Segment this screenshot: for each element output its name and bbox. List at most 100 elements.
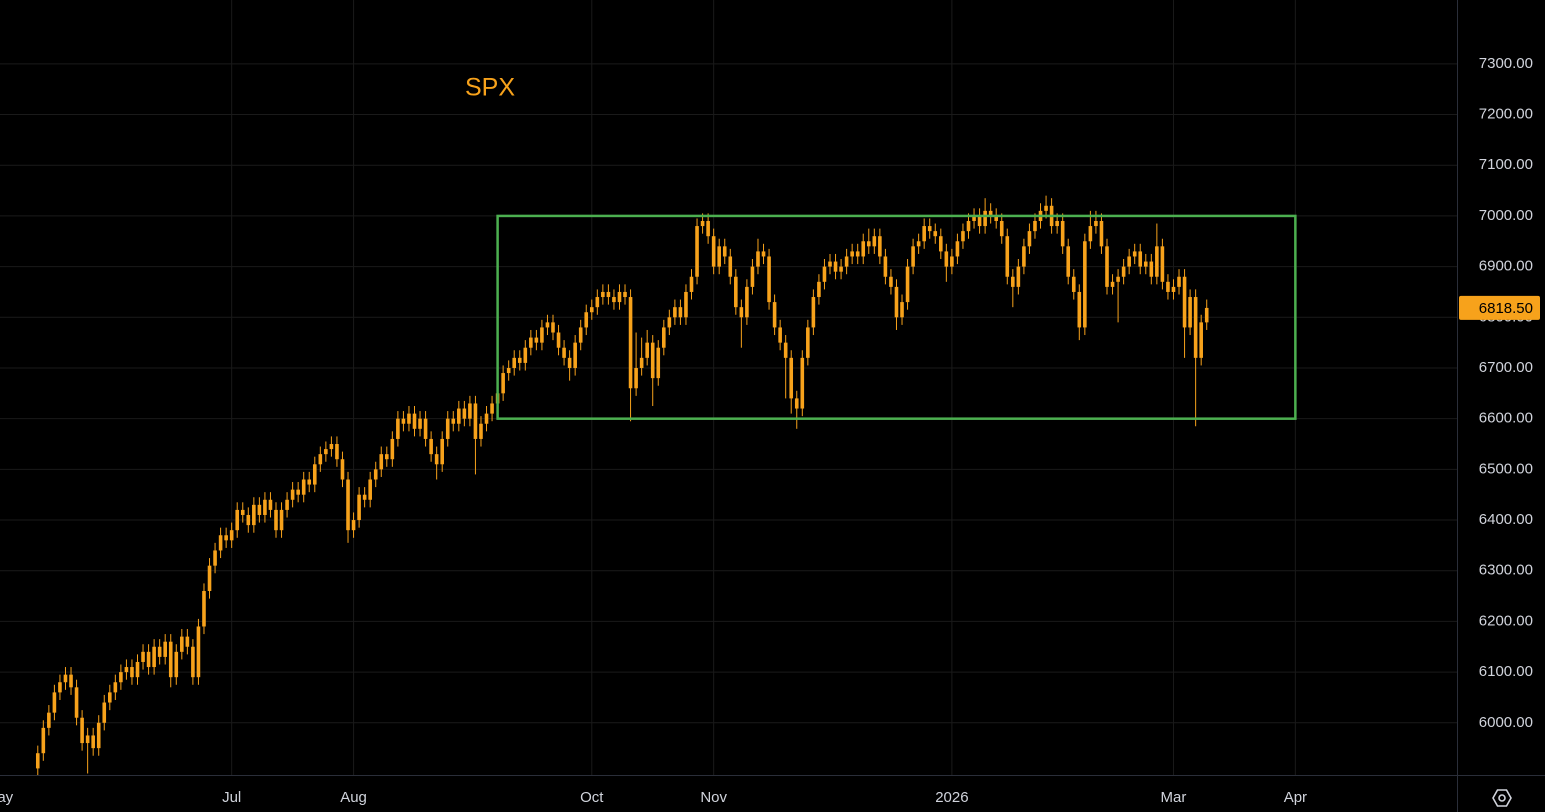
- candle-body: [850, 251, 854, 257]
- candle-body: [80, 717, 84, 744]
- candle-body: [972, 215, 976, 221]
- candle-body: [268, 499, 273, 510]
- candle-body: [828, 261, 832, 267]
- candle-body: [1127, 256, 1131, 267]
- candle-body: [983, 210, 987, 227]
- candle-body: [312, 464, 317, 485]
- candle-body: [1011, 276, 1015, 287]
- candle-body: [52, 692, 57, 713]
- candle-body: [628, 297, 633, 389]
- candle-body: [1071, 276, 1076, 292]
- candle-body: [412, 413, 417, 429]
- candle-body: [468, 403, 472, 419]
- candle-body: [562, 347, 566, 358]
- candle-body: [263, 499, 267, 515]
- candle-body: [678, 307, 683, 318]
- y-tick-label: 6100.00: [1479, 663, 1533, 680]
- candle-body: [966, 220, 971, 232]
- candle-body: [889, 276, 893, 287]
- candle-body: [63, 674, 68, 683]
- candle-body: [739, 307, 744, 318]
- candle-body: [717, 246, 721, 267]
- candle-body: [85, 735, 90, 744]
- candle-body: [102, 702, 107, 723]
- y-tick-label: 6400.00: [1479, 511, 1533, 528]
- y-tick-label: 6000.00: [1479, 714, 1533, 731]
- candle-body: [567, 357, 572, 368]
- settings-icon[interactable]: [1492, 789, 1512, 807]
- candle-body: [1182, 276, 1187, 328]
- candle-body: [922, 226, 926, 242]
- candle-body: [213, 550, 217, 566]
- candle-body: [595, 297, 600, 308]
- candle-body: [307, 479, 312, 485]
- candle-body: [883, 256, 888, 277]
- candle-body: [113, 682, 118, 693]
- candle-body: [994, 215, 998, 221]
- candle-body: [1110, 281, 1115, 287]
- range-box: [496, 214, 1297, 420]
- candle-body: [379, 454, 384, 470]
- candle-body: [905, 266, 910, 303]
- candle-body: [927, 226, 932, 232]
- x-tick-label: Jul: [222, 789, 241, 806]
- candle-body: [346, 479, 350, 531]
- y-tick-label: 7000.00: [1479, 207, 1533, 224]
- candle-body: [1055, 220, 1059, 227]
- x-tick-label: 2026: [935, 789, 968, 806]
- candle-body: [196, 626, 201, 678]
- candle-body: [362, 494, 367, 500]
- candle-body: [74, 687, 79, 718]
- candle-body: [252, 504, 256, 526]
- candle-body: [434, 454, 439, 465]
- candle-body: [290, 489, 295, 500]
- candle-body: [479, 423, 483, 439]
- candle-body: [684, 291, 688, 318]
- candle-body: [1155, 246, 1159, 277]
- candle-body: [1193, 297, 1198, 358]
- candle-body: [656, 347, 661, 379]
- candle-body: [939, 236, 943, 252]
- candle-body: [91, 735, 95, 749]
- candle-body: [1160, 246, 1165, 282]
- candle-body: [274, 509, 278, 531]
- candle-body: [517, 357, 522, 363]
- y-tick-label: 6300.00: [1479, 562, 1533, 579]
- candle-body: [1171, 286, 1176, 292]
- candle-body: [279, 509, 284, 531]
- candle-body: [1188, 297, 1192, 328]
- candle-body: [418, 418, 422, 429]
- candle-body: [473, 403, 478, 439]
- candle-body: [1204, 307, 1209, 323]
- candle-body: [1132, 251, 1137, 257]
- candle-body: [174, 651, 179, 678]
- candle-body: [357, 494, 361, 521]
- candle-body: [794, 398, 799, 409]
- candle-body: [1022, 246, 1026, 267]
- candle-body: [761, 251, 766, 257]
- candle-body: [180, 636, 184, 652]
- candle-body: [950, 256, 954, 267]
- candle-body: [318, 454, 323, 465]
- chart-title: SPX: [465, 74, 515, 102]
- candle-body: [401, 418, 406, 424]
- candle-body: [96, 722, 101, 749]
- x-tick-label: Nov: [700, 789, 727, 806]
- candle-body: [1166, 281, 1170, 292]
- candle-body: [767, 256, 771, 303]
- candle-body: [1044, 205, 1048, 211]
- candle-body: [551, 322, 555, 333]
- candle-body: [783, 342, 788, 358]
- candle-body: [833, 261, 838, 272]
- candle-body: [556, 332, 561, 348]
- candle-body: [1138, 251, 1143, 267]
- candle-body: [429, 438, 433, 455]
- candle-body: [35, 753, 40, 769]
- candle-body: [1083, 241, 1087, 328]
- candle-body: [257, 504, 262, 515]
- candle-body: [506, 367, 511, 374]
- candle-body: [578, 327, 583, 343]
- candle-body: [445, 418, 450, 439]
